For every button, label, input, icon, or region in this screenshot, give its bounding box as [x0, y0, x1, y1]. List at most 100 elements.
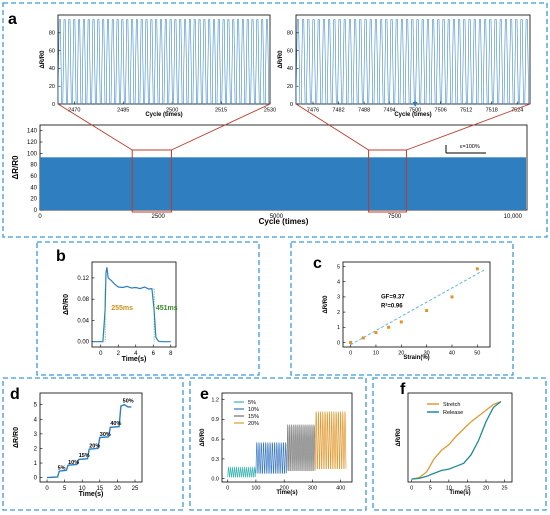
panel-f-letter: f: [400, 381, 406, 398]
panel-c-frame: [290, 241, 514, 376]
axes-box: [407, 392, 513, 483]
legend-label: 15%: [248, 414, 259, 420]
data-point: [399, 320, 403, 324]
x-tick-label: 0: [45, 486, 49, 492]
response-time-label: 255ms: [111, 305, 133, 312]
series-1: [255, 442, 288, 474]
series-2: [286, 424, 316, 471]
scale-annotation: ε=100%: [460, 144, 480, 150]
x-tick-label: 7524: [511, 108, 523, 114]
y-tick-label: 0.6: [211, 437, 219, 443]
y-axis-label: ΔR/R0: [396, 428, 402, 447]
x-tick-label: 8: [169, 351, 173, 357]
data-point: [361, 336, 365, 340]
zoom-connector-line: [295, 103, 369, 151]
x-tick-label: 2500: [152, 214, 166, 220]
x-axis-label: Time(s): [122, 356, 147, 363]
x-tick-label: 15: [96, 486, 103, 492]
chart-a-top-left: 2470 2485 2500 2515 2530 0 20 40 60 80 Cycle (time…: [40, 14, 276, 118]
axes-box: [221, 392, 353, 483]
strain-step-label: 30%: [100, 432, 111, 438]
r2-label: R²=0.96: [381, 303, 403, 310]
strain-step-label: 15%: [79, 453, 90, 459]
recovery-time-label: 451ms: [156, 305, 178, 312]
panel-d-frame: [2, 377, 184, 511]
x-tick-label: 300: [308, 486, 317, 492]
cycle-series: [57, 19, 270, 105]
y-tick-label: 80: [30, 163, 37, 169]
y-tick-label: 4: [337, 280, 340, 286]
x-tick-label: 25: [132, 486, 139, 492]
x-tick-label: 7500: [388, 214, 402, 220]
y-tick-label: 60: [287, 48, 293, 54]
y-axis-label: ΔR/R0: [11, 155, 20, 180]
fit-line: [350, 269, 486, 346]
axes-box: [39, 392, 143, 483]
y-tick-label: 40: [30, 185, 37, 191]
zoom-connector-line: [57, 103, 133, 151]
y-tick-label: 0.08: [77, 297, 89, 303]
panel-e-frame: [189, 377, 367, 511]
chart-a-top-right: 7476 7482 7488 7494 7500 7506 7512 7518 7524 0 20 4…: [278, 14, 531, 118]
chart-d: 0 5 10 15 20 25 0 1 2 3 4 5 Time(s) ΔR/R0 5%10%15% 20%3…: [13, 392, 143, 498]
strain-step-label: 10%: [68, 460, 79, 466]
x-tick-label: 2: [117, 351, 121, 357]
x-tick-label: 15: [464, 486, 470, 492]
legend-label: Release: [443, 410, 463, 416]
panel-b-letter: b: [56, 248, 66, 265]
y-tick-label: 60: [49, 48, 55, 54]
y-tick-label: 0.0: [211, 477, 219, 483]
legend-label: 20%: [248, 421, 259, 427]
zoom-connector-line: [406, 103, 531, 151]
strain-step-label: 20%: [89, 444, 100, 450]
legend-label: 5%: [248, 400, 256, 406]
x-axis-label: Time(s): [276, 490, 297, 496]
y-tick-label: 1.2: [211, 397, 219, 403]
x-tick-label: 50: [474, 351, 480, 357]
y-tick-label: 0.04: [77, 318, 89, 324]
y-tick-label: 60: [30, 174, 37, 180]
x-axis-label: Strain(%): [403, 355, 429, 361]
chart-e: 0 100 200 300 400 0.0 0.3 0.6 0.9 1.2 Time(s) ΔR/R0…: [200, 392, 353, 496]
step-series: [46, 403, 132, 479]
data-point: [450, 295, 454, 299]
data-point: [475, 267, 479, 271]
y-axis-label: ΔR/R0: [278, 50, 284, 69]
x-tick-label: 5000: [270, 214, 284, 220]
x-tick-label: 30: [424, 351, 430, 357]
x-axis-label: Cycle (times): [145, 112, 182, 118]
gf-label: GF=9.37: [381, 294, 405, 300]
marker-arrow-icon: [412, 102, 418, 107]
strain-step-label: 40%: [110, 421, 121, 427]
y-tick-label: 20: [49, 84, 55, 90]
y-tick-label: 5: [337, 264, 340, 270]
y-tick-label: 0: [34, 208, 38, 214]
y-tick-label: 80: [49, 31, 55, 37]
x-axis-label: Cycle (times): [259, 217, 309, 226]
x-tick-label: 7476: [307, 108, 319, 114]
x-tick-label: 400: [336, 486, 345, 492]
x-tick-label: 7482: [332, 108, 344, 114]
x-tick-label: 2485: [117, 108, 129, 114]
y-tick-label: 4: [34, 417, 38, 423]
y-tick-label: 80: [287, 31, 293, 37]
y-axis-label: ΔR/R0: [200, 428, 206, 447]
data-point: [349, 340, 353, 344]
x-tick-label: 7506: [435, 108, 447, 114]
axes-box: [91, 261, 177, 348]
y-tick-label: 1: [337, 325, 340, 331]
zoom-connector-line: [171, 103, 271, 151]
y-tick-label: 40: [49, 66, 55, 72]
x-tick-label: 7518: [486, 108, 498, 114]
chart-f: 0 5 10 15 20 25 Time(s) ΔR/R0 Stretch Release: [396, 392, 513, 496]
y-tick-label: 0: [34, 476, 38, 482]
x-tick-label: 25: [502, 486, 508, 492]
axes-box: [295, 14, 531, 105]
legend-label: Stretch: [443, 402, 460, 408]
y-tick-label: 0: [290, 102, 293, 108]
x-axis-label: Cycle (times): [394, 112, 431, 118]
panel-b-frame: [36, 241, 260, 376]
x-tick-label: 4: [134, 351, 138, 357]
x-tick-label: 10: [373, 351, 379, 357]
x-tick-label: 6: [152, 351, 156, 357]
